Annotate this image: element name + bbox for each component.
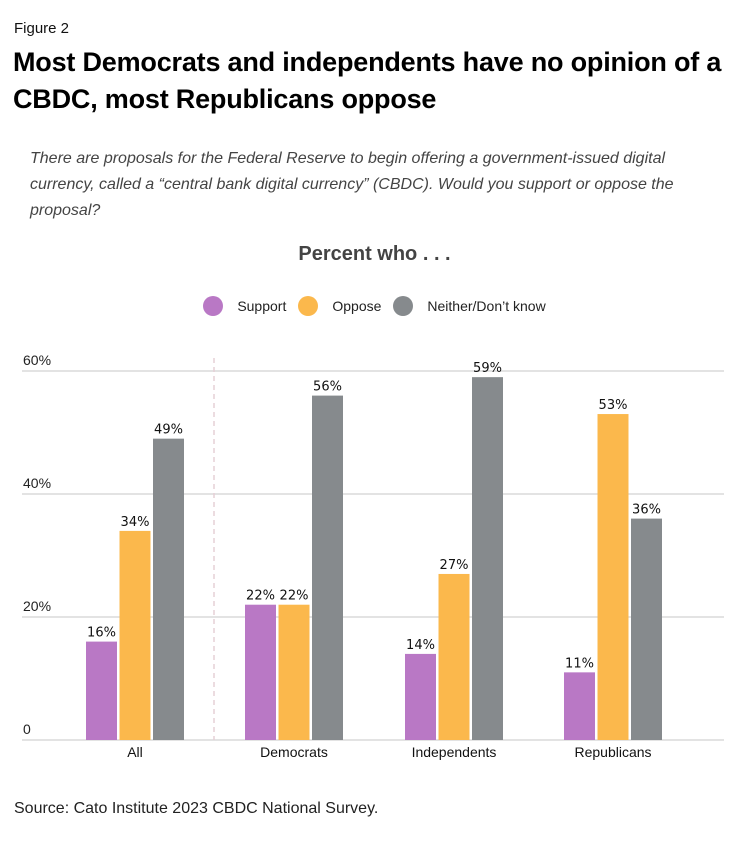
data-label: 27%: [440, 558, 469, 573]
y-tick-label: 40%: [23, 475, 51, 491]
bar-democrats-neither-don-t-know: [312, 395, 343, 740]
y-tick-label: 60%: [23, 352, 51, 368]
figure-label: Figure 2: [14, 20, 70, 37]
legend-label-oppose: Oppose: [332, 298, 382, 314]
data-label: 59%: [473, 361, 502, 376]
data-label: 56%: [313, 380, 342, 395]
data-label: 14%: [406, 638, 435, 653]
survey-question: There are proposals for the Federal Rese…: [30, 150, 674, 219]
data-label: 53%: [599, 398, 628, 413]
x-axis-categories: All Democrats Independents Republicans: [127, 744, 651, 760]
bar-republicans-support: [564, 672, 595, 740]
y-tick-label: 20%: [23, 598, 51, 614]
bar-all-neither-don-t-know: [153, 438, 184, 740]
legend-item-oppose: Oppose: [298, 296, 381, 316]
data-label: 36%: [632, 503, 661, 518]
y-axis-ticks: 0 20% 40% 60%: [23, 352, 51, 737]
bar-independents-neither-don-t-know: [472, 377, 503, 740]
legend-item-neither: Neither/Don’t know: [393, 296, 546, 316]
legend-item-support: Support: [203, 296, 286, 316]
data-labels: 16% 34% 49% 22% 22% 56% 14% 27% 59% 11% 53% 36%: [87, 361, 661, 671]
x-category-label: Democrats: [260, 744, 328, 760]
data-label: 22%: [280, 589, 309, 604]
legend: Support Oppose Neither/Don’t know: [0, 296, 749, 316]
data-label: 22%: [246, 589, 275, 604]
bar-republicans-oppose: [597, 414, 629, 740]
legend-swatch-support: [203, 296, 224, 316]
data-label: 34%: [121, 515, 150, 530]
legend-label-neither: Neither/Don’t know: [427, 298, 546, 314]
y-tick-label: 0: [23, 721, 31, 737]
bar-independents-oppose: [438, 573, 470, 740]
data-label: 11%: [565, 656, 594, 671]
bar-republicans-neither-don-t-know: [631, 518, 662, 740]
data-label: 49%: [154, 423, 183, 438]
bar-all-support: [86, 641, 117, 740]
bar-democrats-oppose: [278, 604, 310, 740]
legend-label-support: Support: [237, 298, 287, 314]
bars: [86, 377, 662, 740]
source-note: Source: Cato Institute 2023 CBDC Nationa…: [14, 800, 379, 817]
bar-democrats-support: [245, 604, 276, 740]
bar-independents-support: [405, 653, 436, 740]
x-category-label: Republicans: [574, 744, 651, 760]
chart-title: Most Democrats and independents have no …: [13, 47, 722, 114]
chart-subtitle: Percent who . . .: [298, 243, 451, 265]
legend-swatch-oppose: [298, 296, 319, 316]
x-category-label: All: [127, 744, 143, 760]
data-label: 16%: [87, 626, 116, 641]
x-category-label: Independents: [412, 744, 497, 760]
legend-swatch-neither: [393, 296, 414, 316]
bar-chart: 0 20% 40% 60% 16% 34% 49% 22% 22% 56% 14% 27% 59% 11…: [22, 352, 724, 760]
bar-all-oppose: [119, 530, 151, 740]
